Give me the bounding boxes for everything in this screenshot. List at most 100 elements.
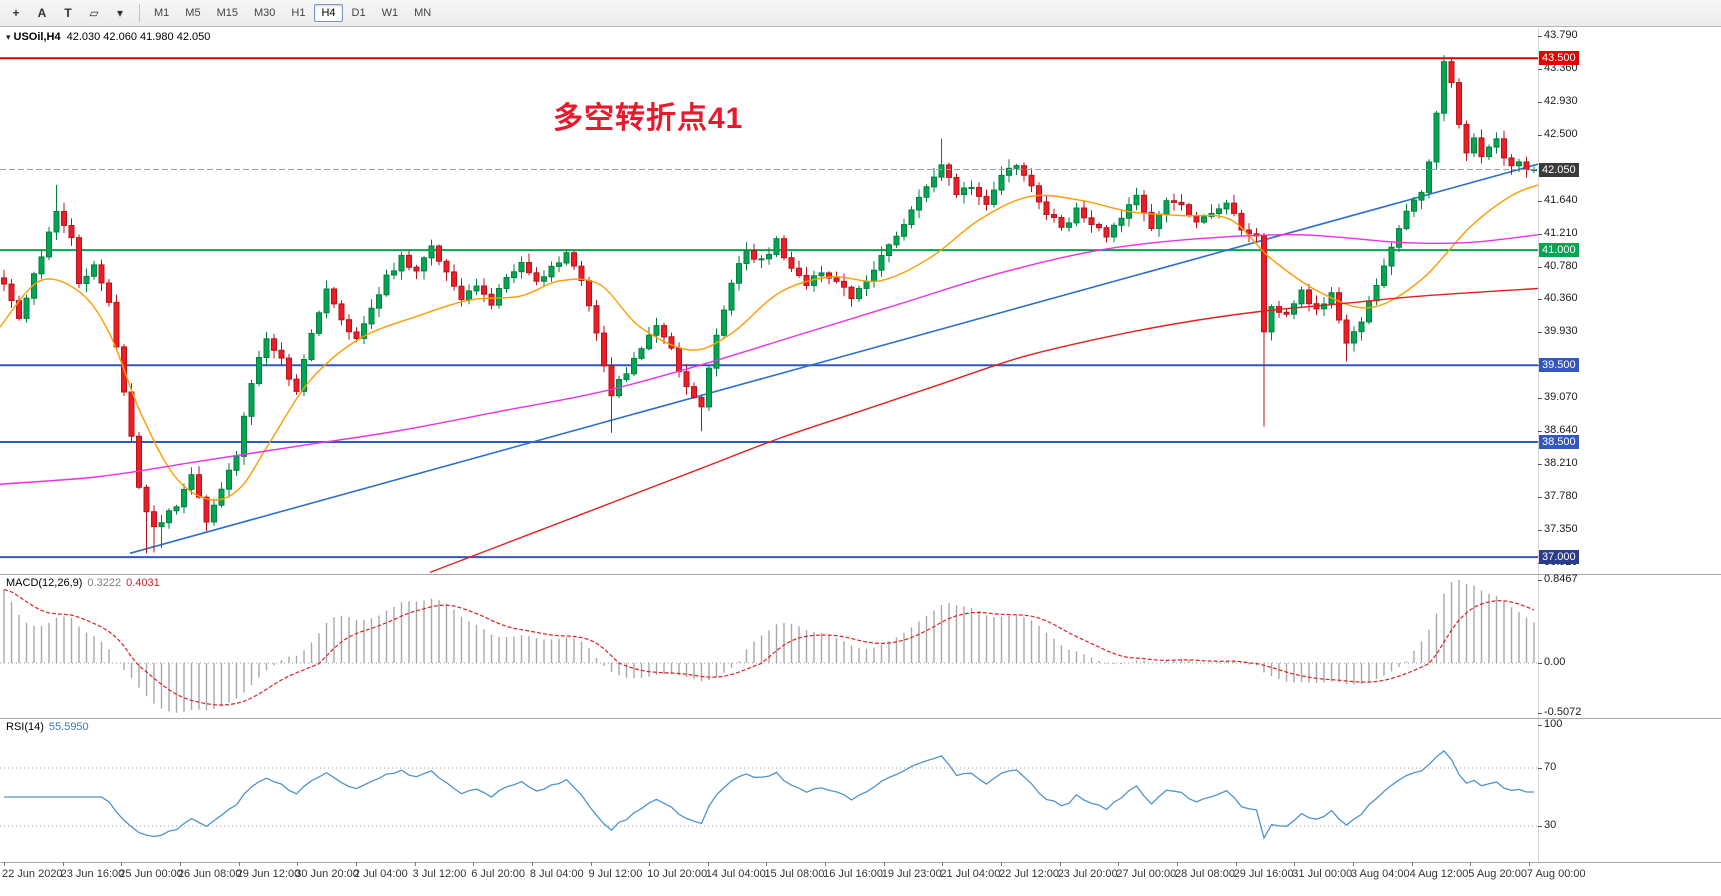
timeframe-mn[interactable]: MN (414, 7, 432, 19)
rsi-scale-label: 30 (1544, 819, 1557, 831)
candle (1516, 158, 1522, 172)
timeframe-m1[interactable]: M1 (154, 7, 170, 19)
candle (938, 138, 945, 181)
candle (316, 310, 322, 337)
candle (68, 218, 75, 246)
shapes-tool-icon[interactable]: ▱ (89, 6, 99, 20)
candle (1486, 144, 1492, 160)
timeframe-toolbar: M1 M5 M15 M30 H1 H4 D1 W1 MN (146, 4, 439, 22)
candle (991, 181, 997, 208)
time-axis-label: 19 Jul 23:00 (881, 868, 942, 880)
candle (758, 255, 765, 268)
candle (766, 247, 772, 265)
chart-marker-icon: ▾ (6, 32, 11, 42)
candle (638, 346, 645, 361)
candle (743, 242, 750, 271)
timeframe-w1[interactable]: W1 (381, 7, 399, 19)
candle (271, 334, 277, 359)
price-axis-label: 38.210 (1544, 457, 1578, 470)
ma-fast-line (0, 184, 1538, 501)
candle (451, 264, 457, 291)
candle (1, 269, 7, 291)
price-axis-label: 39.070 (1544, 391, 1578, 404)
candle (526, 253, 532, 276)
text-tool[interactable]: T (64, 6, 72, 20)
candle (286, 353, 292, 387)
candle (421, 256, 427, 280)
price-axis-label: 38.640 (1544, 424, 1578, 437)
time-axis[interactable]: 22 Jun 2020 23 Jun 16:00 25 Jun 00:00 26 Ju… (0, 862, 1721, 896)
candle (908, 206, 915, 229)
ma-medium-line (0, 233, 1538, 485)
candle (608, 357, 615, 433)
price-axis-label: 39.930 (1544, 325, 1578, 338)
candle (376, 286, 382, 317)
candle (331, 286, 337, 308)
time-axis-label: 31 Jul 00:00 (1292, 868, 1353, 880)
price-badge: 37.000 (1539, 550, 1579, 565)
price-badge: 43.500 (1539, 51, 1579, 66)
candle (1471, 133, 1477, 158)
time-axis-label: 15 Jul 08:00 (764, 868, 825, 880)
timeframe-h1[interactable]: H1 (291, 7, 306, 19)
candle (1148, 204, 1155, 232)
candle (1208, 204, 1215, 219)
toolbar: + A T ▱ ▾ M1 M5 M15 M30 H1 H4 D1 W1 MN (0, 0, 1721, 27)
timeframe-m15[interactable]: M15 (216, 7, 238, 19)
candle (1096, 222, 1102, 232)
price-badge: 39.500 (1539, 358, 1579, 373)
rsi-panel[interactable] (0, 718, 1538, 862)
candle (211, 498, 217, 526)
candle (151, 505, 157, 553)
candle (586, 276, 592, 312)
candle (923, 184, 930, 203)
price-scale-border (1538, 28, 1539, 862)
candle (1223, 199, 1230, 215)
macd-panel[interactable] (0, 574, 1538, 718)
candle (1321, 297, 1327, 316)
candle (473, 278, 480, 296)
text-label-tool[interactable]: A (37, 6, 47, 20)
candle (1298, 286, 1305, 309)
candle (1336, 287, 1342, 324)
candle (391, 262, 397, 280)
price-axis-label: 37.780 (1544, 490, 1578, 503)
time-axis-label: 4 Aug 12:00 (1409, 868, 1469, 880)
macd-signal-line (3, 588, 1535, 706)
time-axis-separator (0, 862, 1721, 863)
candle (653, 317, 660, 343)
candle (781, 235, 787, 261)
candle (901, 219, 907, 241)
candle (871, 261, 877, 288)
time-axis-label: 28 Jul 08:00 (1175, 868, 1235, 880)
candle (466, 284, 472, 305)
timeframe-m30[interactable]: M30 (253, 7, 276, 19)
candle (668, 332, 675, 351)
time-axis-label: 29 Jun 12:00 (236, 868, 301, 880)
candle (1193, 212, 1200, 229)
candle (1388, 242, 1395, 275)
timeframe-h4[interactable]: H4 (314, 4, 343, 22)
annotation-text: 多空转折点41 (553, 102, 744, 135)
candle (1381, 258, 1387, 289)
candle (1231, 194, 1237, 217)
candle (563, 249, 570, 266)
price-axis-label: 40.360 (1544, 292, 1578, 305)
candle (158, 514, 165, 548)
price-badge: 42.050 (1539, 162, 1579, 177)
timeframe-d1[interactable]: D1 (351, 7, 366, 19)
candle (383, 269, 390, 297)
candle (796, 260, 802, 278)
macd-main-value: 0.3222 (87, 577, 122, 589)
price-chart[interactable] (0, 28, 1538, 574)
crosshair-icon[interactable]: + (12, 6, 20, 20)
candle (263, 331, 270, 367)
candle (556, 256, 562, 273)
candle (856, 285, 862, 302)
candle (863, 275, 870, 296)
shapes-dropdown-caret[interactable]: ▾ (116, 6, 124, 20)
candle (1478, 129, 1485, 164)
candle (1058, 214, 1065, 231)
timeframe-m5[interactable]: M5 (185, 7, 201, 19)
